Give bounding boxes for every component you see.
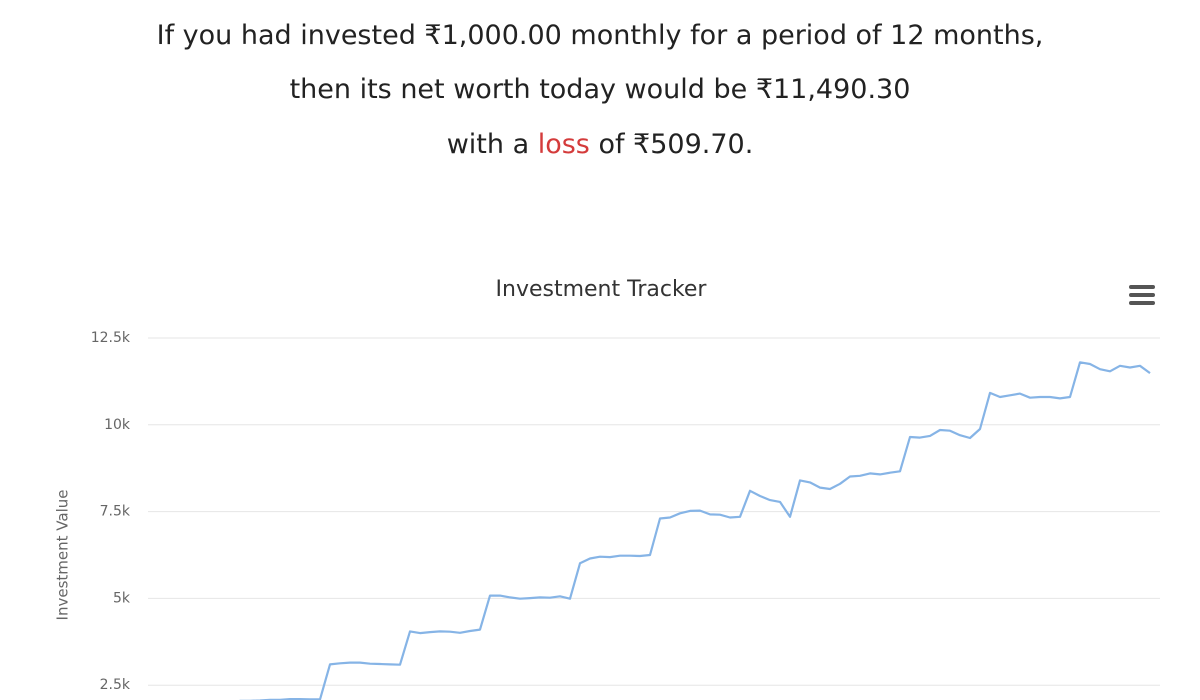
text: with a: [446, 129, 538, 160]
y-tick-label: 10k: [104, 417, 131, 433]
text: If you had invested ₹1,000.00 monthly fo…: [156, 20, 1044, 51]
menu-button[interactable]: [1129, 285, 1155, 305]
y-tick-label: 12.5k: [91, 330, 131, 346]
y-axis-label: Investment Value: [54, 490, 72, 621]
loss-word: loss: [537, 129, 590, 160]
text: then its net worth today would be ₹11,49…: [289, 74, 911, 105]
summary-line: If you had invested ₹1,000.00 monthly fo…: [0, 20, 1200, 51]
y-tick-label: 2.5k: [100, 677, 131, 693]
menu-bar: [1129, 285, 1155, 289]
summary-line: then its net worth today would be ₹11,49…: [0, 74, 1200, 105]
y-tick-label: 7.5k: [100, 504, 131, 520]
text: of ₹509.70.: [589, 129, 754, 160]
chart-title: Investment Tracker: [496, 277, 708, 302]
line-series: [239, 361, 1151, 700]
y-tick-label: 5k: [113, 590, 131, 606]
menu-bar: [1129, 293, 1155, 297]
summary-line: with a loss of ₹509.70.: [0, 129, 1200, 160]
menu-bar: [1129, 301, 1155, 305]
